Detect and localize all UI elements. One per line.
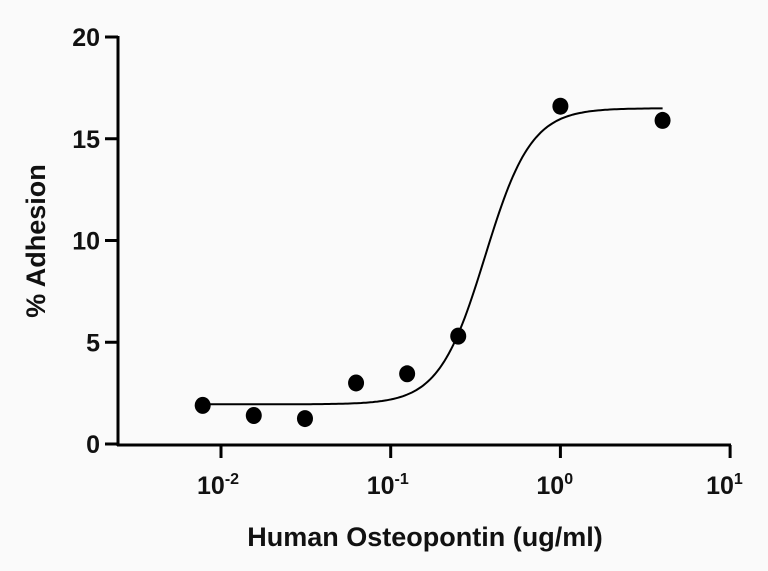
x-tick-label: 101 [706,471,743,500]
x-tick-label: 10-1 [367,471,409,500]
fit-curve [202,107,663,406]
data-point [194,396,211,414]
y-tick-label: 15 [72,126,100,154]
y-tick-label: 0 [86,431,100,459]
x-axis-label: Human Osteopontin (ug/ml) [247,522,602,552]
x-tick-label: 10-2 [197,471,239,500]
data-point [296,410,313,428]
x-tick-label: 100 [536,471,573,500]
data-point [552,97,569,115]
y-axis-label: % Adhesion [21,164,51,318]
y-tick-label: 20 [72,24,100,52]
data-point [450,327,467,345]
data-point [348,374,365,392]
y-tick-label: 10 [72,228,100,256]
data-point [245,407,262,425]
data-point [399,365,416,383]
data-point [654,111,671,129]
y-tick-label: 5 [86,329,100,357]
